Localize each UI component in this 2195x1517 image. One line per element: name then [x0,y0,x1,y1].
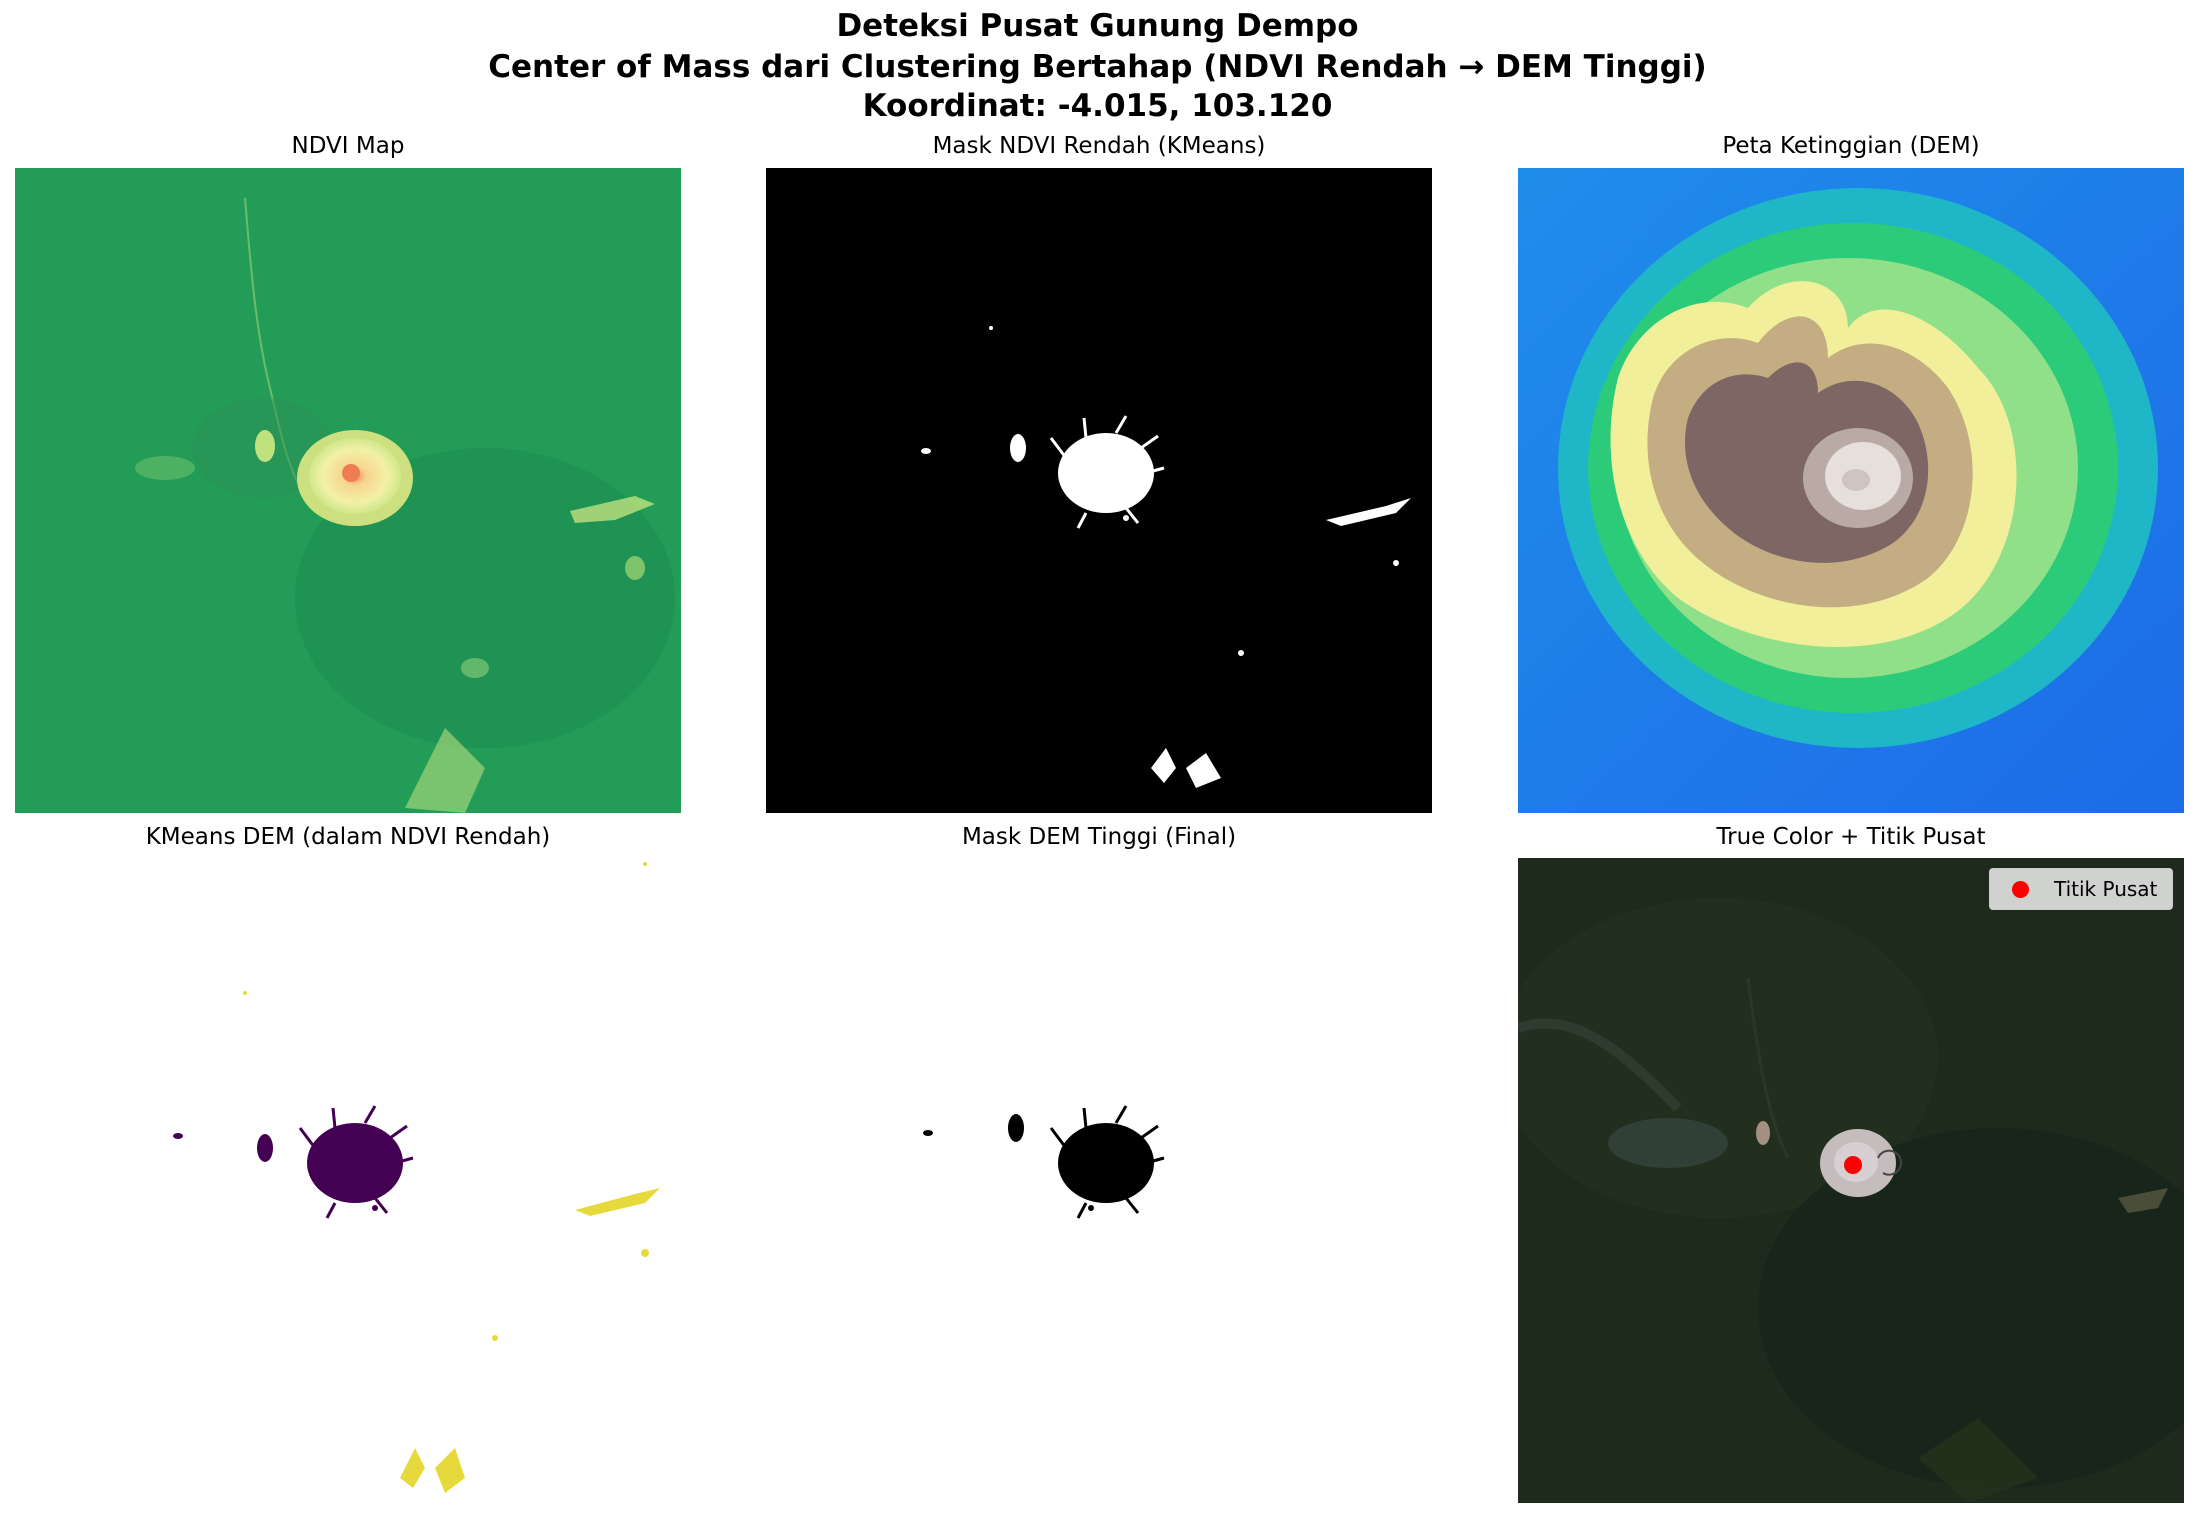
legend: Titik Pusat [1989,868,2173,910]
kmeans-dem-clusters-image [15,858,681,1503]
panel-title-dem-map: Peta Ketinggian (DEM) [1722,133,1980,159]
figure-title-line1: Deteksi Pusat Gunung Dempo [836,8,1359,44]
panel-title-kmeans-dem: KMeans DEM (dalam NDVI Rendah) [145,824,551,850]
figure-title-line3: Koordinat: -4.015, 103.120 [862,88,1333,124]
true-color-satellite-image [1518,858,2184,1503]
center-point-marker-icon [2012,881,2029,898]
panel-title-low-ndvi-mask: Mask NDVI Rendah (KMeans) [932,133,1266,159]
high-dem-mask-image [766,858,1432,1503]
panel-title-true-color: True Color + Titik Pusat [1716,824,1986,850]
low-ndvi-mask-image [766,168,1432,813]
dem-elevation-map-image [1518,168,2184,813]
ndvi-map-image [15,168,681,813]
panel-title-high-dem-mask: Mask DEM Tinggi (Final) [961,824,1237,850]
legend-label: Titik Pusat [2054,877,2158,901]
figure-title-line2: Center of Mass dari Clustering Bertahap … [488,49,1707,85]
panel-title-ndvi-map: NDVI Map [291,133,405,159]
